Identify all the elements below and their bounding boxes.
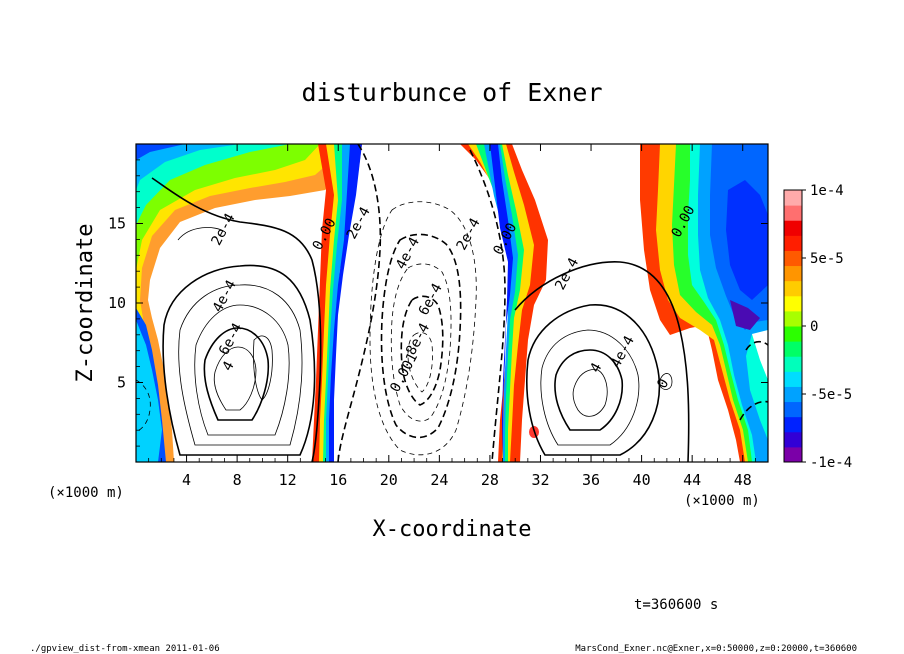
colorbar-label: -5e-5 [810, 387, 852, 403]
colorbar-label: 5e-5 [810, 251, 844, 267]
colorbar-label: 0 [810, 319, 818, 335]
colorbar-segment [784, 341, 802, 357]
x-tick-label-24: 24 [430, 471, 448, 489]
x-tick-label-36: 36 [582, 471, 600, 489]
colorbar-segment [784, 416, 802, 433]
x-tick-label-4: 4 [182, 471, 191, 489]
colorbar-label: 1e-4 [810, 183, 844, 199]
chart-title: disturbunce of Exner [301, 78, 602, 107]
colorbar-segment [784, 371, 802, 387]
y-tick-label-5: 5 [117, 374, 126, 392]
x-tick-label-12: 12 [279, 471, 297, 489]
x-tick-label-44: 44 [683, 471, 701, 489]
x-tick-label-28: 28 [481, 471, 499, 489]
x-axis-label: X-coordinate [373, 517, 532, 542]
colorbar-segment [784, 295, 802, 312]
colorbar-segment [784, 235, 802, 251]
colorbar-segment [784, 386, 802, 403]
x-tick-label-48: 48 [734, 471, 752, 489]
time-label: t=360600 s [634, 597, 718, 613]
source-label: MarsCond_Exner.nc@Exner,x=0:50000,z=0:20… [575, 644, 857, 654]
y-tick-label-10: 10 [108, 294, 126, 312]
x-tick-label-16: 16 [329, 471, 347, 489]
colorbar-segment [784, 401, 802, 418]
script-label: ./gpview_dist-from-xmean 2011-01-06 [30, 644, 220, 654]
x-unit-left: (×1000 m) [48, 485, 124, 501]
colorbar-segment [784, 280, 802, 297]
colorbar: 1e-4 5e-5 0 -5e-5 -1e-4 [783, 183, 852, 471]
colorbar-segment [784, 220, 802, 236]
colorbar-segment [784, 356, 802, 372]
colorbar-segment [784, 265, 802, 282]
x-tick-label-32: 32 [531, 471, 549, 489]
colorbar-segment [784, 190, 802, 206]
colorbar-segment [784, 250, 802, 267]
colorbar-segment [784, 310, 802, 327]
x-tick-label-20: 20 [380, 471, 398, 489]
colorbar-segment [784, 205, 802, 221]
colorbar-label: -1e-4 [810, 455, 852, 471]
y-tick-label-15: 15 [108, 215, 126, 233]
contour-lines [135, 143, 769, 463]
x-tick-label-40: 40 [633, 471, 651, 489]
x-tick-label-8: 8 [233, 471, 242, 489]
plot-fill [136, 144, 768, 462]
colorbar-segment [784, 446, 802, 463]
colorbar-segment [784, 326, 802, 342]
colorbar-segment [784, 431, 802, 448]
y-axis-label: Z-coordinate [73, 224, 98, 383]
x-unit-right: (×1000 m) [684, 493, 760, 509]
